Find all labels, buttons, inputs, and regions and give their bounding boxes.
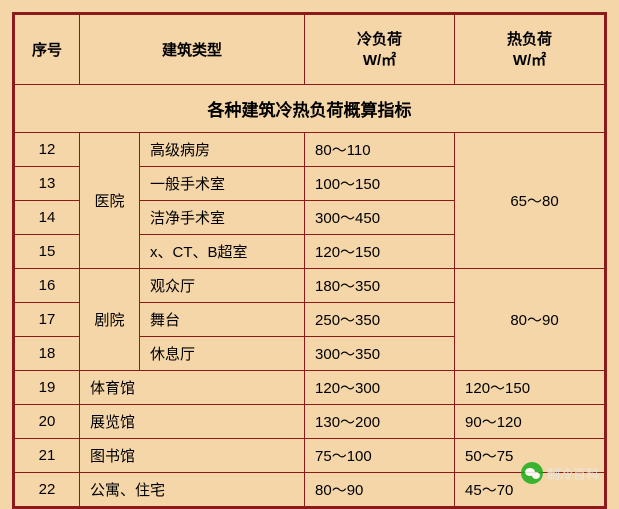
cell-seq: 12 bbox=[15, 133, 80, 167]
cell-seq: 18 bbox=[15, 337, 80, 371]
cell-cold: 300～350 bbox=[305, 337, 455, 371]
cell-category: 剧院 bbox=[80, 269, 140, 371]
table-header: 序号 建筑类型 冷负荷 W/㎡ 热负荷 W/㎡ bbox=[15, 15, 605, 85]
cell-cold: 180～350 bbox=[305, 269, 455, 303]
cell-hot: 80～90 bbox=[455, 269, 605, 371]
cell-btype: 休息厅 bbox=[140, 337, 305, 371]
cell-category: 医院 bbox=[80, 133, 140, 269]
cell-btype: 洁净手术室 bbox=[140, 201, 305, 235]
cell-hot: 90～120 bbox=[455, 405, 605, 439]
cell-cold: 250～350 bbox=[305, 303, 455, 337]
table-body: 12医院高级病房80～11065～8013一般手术室100～15014洁净手术室… bbox=[15, 133, 605, 507]
cell-cold: 80～110 bbox=[305, 133, 455, 167]
cell-seq: 19 bbox=[15, 371, 80, 405]
cell-seq: 17 bbox=[15, 303, 80, 337]
header-seq: 序号 bbox=[15, 15, 80, 85]
cell-cold: 75～100 bbox=[305, 439, 455, 473]
watermark: 制冷百科 bbox=[521, 462, 599, 484]
cell-hot: 65～80 bbox=[455, 133, 605, 269]
header-cold-label: 冷负荷 bbox=[305, 29, 454, 50]
table-row: 12医院高级病房80～11065～80 bbox=[15, 133, 605, 167]
wechat-icon bbox=[521, 462, 543, 484]
cell-btype: 展览馆 bbox=[80, 405, 305, 439]
header-hot-unit: W/㎡ bbox=[455, 50, 604, 71]
cell-btype: 观众厅 bbox=[140, 269, 305, 303]
cell-btype: 图书馆 bbox=[80, 439, 305, 473]
table-title: 各种建筑冷热负荷概算指标 bbox=[15, 85, 605, 133]
header-hot: 热负荷 W/㎡ bbox=[455, 15, 605, 85]
cell-cold: 120～150 bbox=[305, 235, 455, 269]
cell-seq: 14 bbox=[15, 201, 80, 235]
cell-btype: 一般手术室 bbox=[140, 167, 305, 201]
table-title-row: 各种建筑冷热负荷概算指标 bbox=[15, 85, 605, 133]
watermark-text: 制冷百科 bbox=[547, 464, 599, 483]
header-cold: 冷负荷 W/㎡ bbox=[305, 15, 455, 85]
cell-seq: 22 bbox=[15, 473, 80, 507]
table-row: 19体育馆120～300120～150 bbox=[15, 371, 605, 405]
cell-seq: 21 bbox=[15, 439, 80, 473]
cell-seq: 16 bbox=[15, 269, 80, 303]
cell-btype: 公寓、住宅 bbox=[80, 473, 305, 507]
cell-seq: 15 bbox=[15, 235, 80, 269]
load-index-table: 各种建筑冷热负荷概算指标 序号 建筑类型 冷负荷 W/㎡ 热负荷 W/㎡ 12医… bbox=[14, 14, 605, 507]
table-container: 各种建筑冷热负荷概算指标 序号 建筑类型 冷负荷 W/㎡ 热负荷 W/㎡ 12医… bbox=[12, 12, 607, 509]
cell-btype: 舞台 bbox=[140, 303, 305, 337]
cell-seq: 13 bbox=[15, 167, 80, 201]
cell-seq: 20 bbox=[15, 405, 80, 439]
header-btype: 建筑类型 bbox=[80, 15, 305, 85]
cell-cold: 130～200 bbox=[305, 405, 455, 439]
cell-cold: 80～90 bbox=[305, 473, 455, 507]
cell-cold: 100～150 bbox=[305, 167, 455, 201]
cell-btype: 体育馆 bbox=[80, 371, 305, 405]
header-hot-label: 热负荷 bbox=[455, 29, 604, 50]
cell-btype: x、CT、B超室 bbox=[140, 235, 305, 269]
cell-btype: 高级病房 bbox=[140, 133, 305, 167]
cell-hot: 120～150 bbox=[455, 371, 605, 405]
header-cold-unit: W/㎡ bbox=[305, 50, 454, 71]
cell-cold: 120～300 bbox=[305, 371, 455, 405]
table-row: 20展览馆130～20090～120 bbox=[15, 405, 605, 439]
table-row: 21图书馆75～10050～75 bbox=[15, 439, 605, 473]
table-row: 22公寓、住宅80～9045～70 bbox=[15, 473, 605, 507]
cell-cold: 300～450 bbox=[305, 201, 455, 235]
table-row: 16剧院观众厅180～35080～90 bbox=[15, 269, 605, 303]
